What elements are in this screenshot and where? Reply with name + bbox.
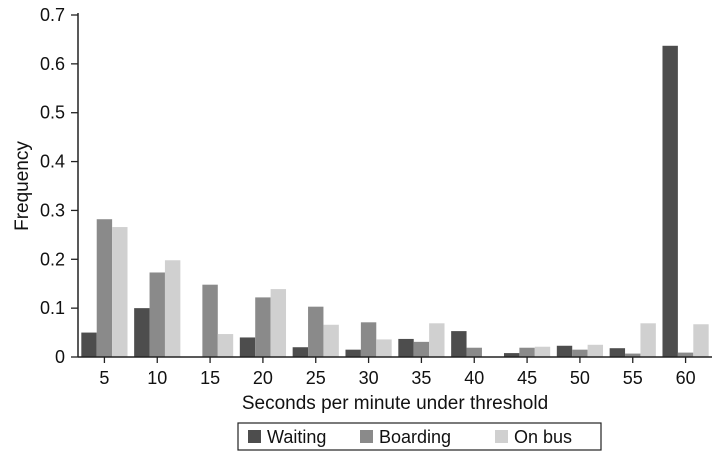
y-axis: 0 0.1 0.2 0.3 0.4 0.5 0.6 0.7 (40, 5, 79, 367)
bar-on-bus (376, 339, 392, 357)
bar-boarding (202, 284, 218, 357)
y-tick-label: 0.4 (40, 152, 65, 172)
x-tick-label: 50 (570, 368, 590, 388)
legend-swatch-waiting (248, 430, 261, 443)
bar-waiting (345, 349, 361, 357)
bar-on-bus (323, 324, 339, 357)
x-tick-label: 35 (411, 368, 431, 388)
bar-waiting (134, 308, 150, 357)
bar-on-bus (112, 227, 128, 357)
bar-waiting (292, 347, 309, 357)
bar-waiting (662, 45, 678, 357)
bar-on-bus (693, 324, 709, 357)
bar-waiting (609, 348, 626, 357)
x-axis: 5 10 15 20 25 30 35 40 45 50 55 60 (78, 356, 712, 388)
bar-waiting (398, 338, 414, 357)
bar-on-bus (429, 323, 445, 357)
y-tick-label: 0.5 (40, 103, 65, 123)
legend-label-waiting: Waiting (267, 427, 326, 447)
x-tick-label: 5 (99, 368, 109, 388)
y-tick-label: 0.2 (40, 249, 65, 269)
x-tick-label: 20 (253, 368, 273, 388)
bar-waiting (239, 337, 256, 357)
bar-on-bus (640, 323, 656, 357)
bar-waiting (556, 345, 573, 357)
y-tick-label: 0.3 (40, 200, 65, 220)
x-tick-label: 30 (359, 368, 379, 388)
legend: Waiting Boarding On bus (237, 422, 602, 451)
bar-on-bus (534, 346, 551, 357)
y-tick-label: 0 (55, 347, 65, 367)
bar-boarding (96, 219, 113, 357)
legend-label-boarding: Boarding (379, 427, 451, 447)
bar-boarding (413, 341, 430, 357)
bar-boarding (360, 322, 377, 357)
legend-swatch-on-bus (495, 430, 508, 443)
bar-boarding (466, 347, 482, 357)
legend-box (237, 422, 602, 451)
bar-boarding (625, 353, 641, 357)
bar-waiting (81, 332, 97, 357)
bar-boarding (677, 352, 694, 357)
bar-boarding (149, 272, 165, 357)
bar-waiting (503, 353, 520, 357)
x-tick-label: 15 (200, 368, 220, 388)
x-tick-label: 60 (676, 368, 696, 388)
x-axis-label: Seconds per minute under threshold (242, 393, 548, 414)
y-tick-label: 0.6 (40, 54, 65, 74)
y-tick-label: 0.7 (40, 5, 65, 25)
legend-label-on-bus: On bus (514, 427, 572, 447)
bar-on-bus (587, 344, 604, 357)
bar-boarding (519, 347, 535, 357)
bar-on-bus (217, 334, 234, 357)
x-tick-label: 25 (306, 368, 326, 388)
bar-on-bus (164, 260, 181, 357)
x-tick-label: 40 (464, 368, 484, 388)
bar-on-bus (270, 289, 287, 357)
legend-swatch-boarding (360, 430, 373, 443)
bar-boarding (255, 297, 271, 357)
x-tick-label: 45 (517, 368, 537, 388)
bar-boarding (572, 349, 588, 357)
bars-group (81, 45, 709, 357)
bar-boarding (308, 306, 324, 357)
y-axis-label: Frequency (12, 141, 33, 231)
y-tick-label: 0.1 (40, 298, 65, 318)
x-tick-label: 10 (147, 368, 167, 388)
x-tick-label: 55 (623, 368, 643, 388)
bar-waiting (451, 331, 467, 357)
